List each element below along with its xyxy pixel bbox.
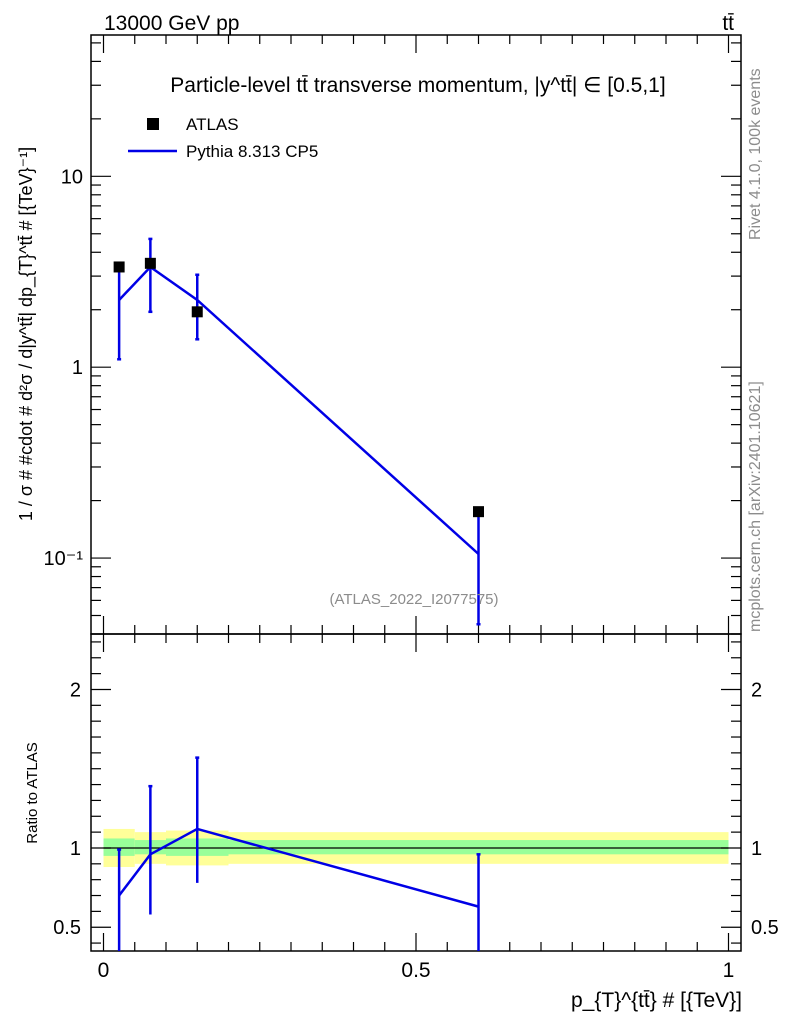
chart-title: Particle-level tt̄ transverse momentum, … xyxy=(170,74,665,97)
ratio-tick-label-right: 0.5 xyxy=(751,917,779,939)
ratio-axis-label: Ratio to ATLAS xyxy=(24,742,41,843)
ratio-band-stat xyxy=(228,840,729,855)
ratio-tick-label-right: 2 xyxy=(751,679,762,701)
main-series xyxy=(113,237,484,626)
atlas-data-point xyxy=(191,306,203,318)
ratio-axis-ticks: 0 0.5 1 0.5 0.5 1 1 2 2 xyxy=(53,634,779,982)
atlas-data-point xyxy=(113,261,125,273)
ratio-tick-label-right: 1 xyxy=(751,838,762,860)
y-tick-label: 10 xyxy=(61,166,83,188)
ratio-series xyxy=(117,756,481,951)
ratio-pythia-line xyxy=(118,827,479,908)
ratio-tick-label-left: 2 xyxy=(70,679,81,701)
x-tick-label: 1 xyxy=(723,959,735,982)
y-tick-label: 10⁻¹ xyxy=(44,548,84,570)
x-axis-label: p_{T}^{tt̄} # [{TeV}] xyxy=(571,989,742,1012)
atlas-data-point xyxy=(144,257,156,269)
atlas-data-point xyxy=(473,506,484,518)
ratio-tick-label-left: 0.5 xyxy=(53,917,81,939)
y-axis-label: 1 / σ # #cdot # d²σ / d|y^tt̄| dp_{T}^tt… xyxy=(16,147,37,521)
pythia-line xyxy=(118,265,480,555)
ratio-plot-frame xyxy=(90,633,742,952)
legend-atlas-marker xyxy=(147,118,159,130)
legend-atlas-label: ATLAS xyxy=(186,115,239,134)
process-label: tt̄ xyxy=(722,12,734,35)
y-tick-label: 1 xyxy=(72,357,83,379)
main-axis-ticks: 10⁻¹ 1 10 xyxy=(44,35,741,635)
mcplots-label: mcplots.cern.ch [arXiv:2401.10621] xyxy=(747,381,764,632)
x-tick-label: 0.5 xyxy=(401,959,430,982)
rivet-label: Rivet 4.1.0, 100k events xyxy=(747,68,764,240)
ratio-band-stat xyxy=(103,838,135,856)
ratio-tick-label-left: 1 xyxy=(70,838,81,860)
analysis-watermark: (ATLAS_2022_I2077575) xyxy=(329,591,498,608)
x-tick-label: 0 xyxy=(98,959,110,982)
energy-label: 13000 GeV pp xyxy=(104,12,239,35)
legend-pythia-label: Pythia 8.313 CP5 xyxy=(186,142,318,161)
